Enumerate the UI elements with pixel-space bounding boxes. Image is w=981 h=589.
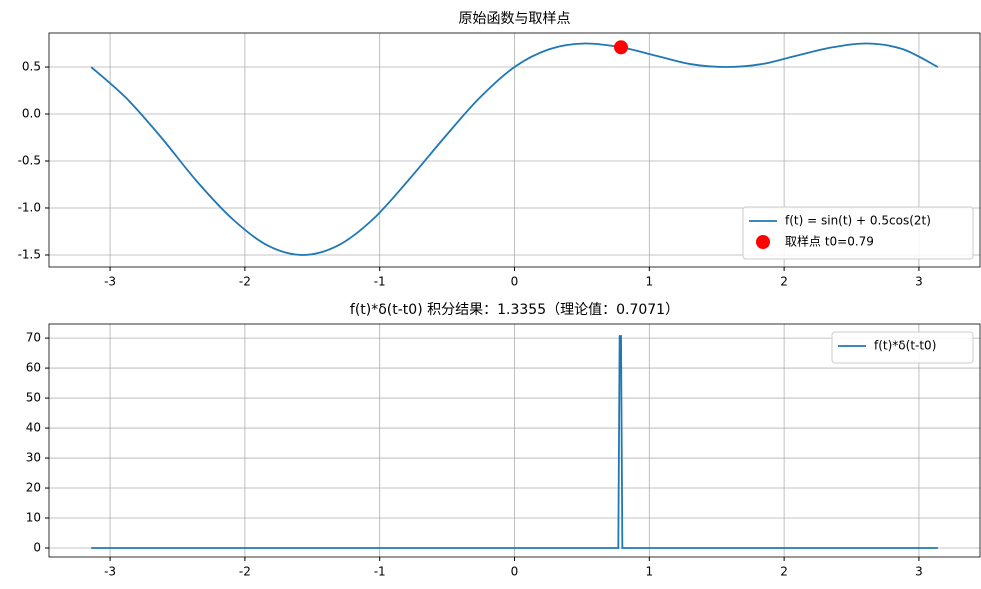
- x-tick-label: -1: [374, 275, 386, 289]
- x-tick-label: -1: [374, 565, 386, 579]
- y-tick-label: -1.0: [18, 200, 41, 214]
- y-tick-label: 30: [26, 451, 41, 465]
- y-tick-label: 20: [26, 481, 41, 495]
- line-series: [91, 335, 938, 549]
- chart-title: 原始函数与取样点: [459, 11, 571, 27]
- x-tick-label: -3: [104, 275, 116, 289]
- x-tick-label: -2: [239, 565, 251, 579]
- x-tick-label: -3: [104, 565, 116, 579]
- legend: f(t) = sin(t) + 0.5cos(2t) 取样点 t0=0.79: [742, 206, 974, 260]
- legend-label: f(t)*δ(t-t0): [874, 339, 936, 353]
- x-tick-label: 1: [645, 565, 653, 579]
- y-tick-label: 0: [33, 541, 41, 555]
- legend-label: 取样点 t0=0.79: [785, 234, 874, 249]
- y-tick-label: -0.5: [18, 153, 41, 167]
- plot-frame: [48, 323, 981, 558]
- scatter-point: [614, 40, 629, 55]
- x-tick-label: 2: [780, 565, 788, 579]
- legend-marker: [756, 235, 770, 249]
- x-tick-label: 2: [780, 275, 788, 289]
- legend-label: f(t) = sin(t) + 0.5cos(2t): [785, 214, 931, 228]
- x-tick-label: 0: [511, 275, 519, 289]
- x-tick-label: 1: [645, 275, 653, 289]
- y-tick-label: 0.0: [22, 107, 41, 121]
- y-tick-label: 10: [26, 511, 41, 525]
- y-tick-label: 70: [26, 331, 41, 345]
- x-tick-label: 0: [511, 565, 519, 579]
- legend-box: [742, 206, 974, 260]
- legend: f(t)*δ(t-t0): [831, 331, 974, 364]
- x-tick-label: 3: [915, 565, 923, 579]
- y-tick-label: 50: [26, 391, 41, 405]
- plot-frame: [48, 32, 981, 268]
- legend-box: [831, 331, 974, 364]
- x-tick-label: 3: [915, 275, 923, 289]
- line-series: [90, 42, 939, 256]
- y-tick-label: 0.5: [22, 60, 41, 74]
- y-tick-label: 60: [26, 361, 41, 375]
- y-tick-label: -1.5: [18, 247, 41, 261]
- chart-title: f(t)*δ(t-t0) 积分结果：1.3355（理论值：0.7071）: [350, 302, 679, 318]
- x-tick-label: -2: [239, 275, 251, 289]
- y-tick-label: 40: [26, 421, 41, 435]
